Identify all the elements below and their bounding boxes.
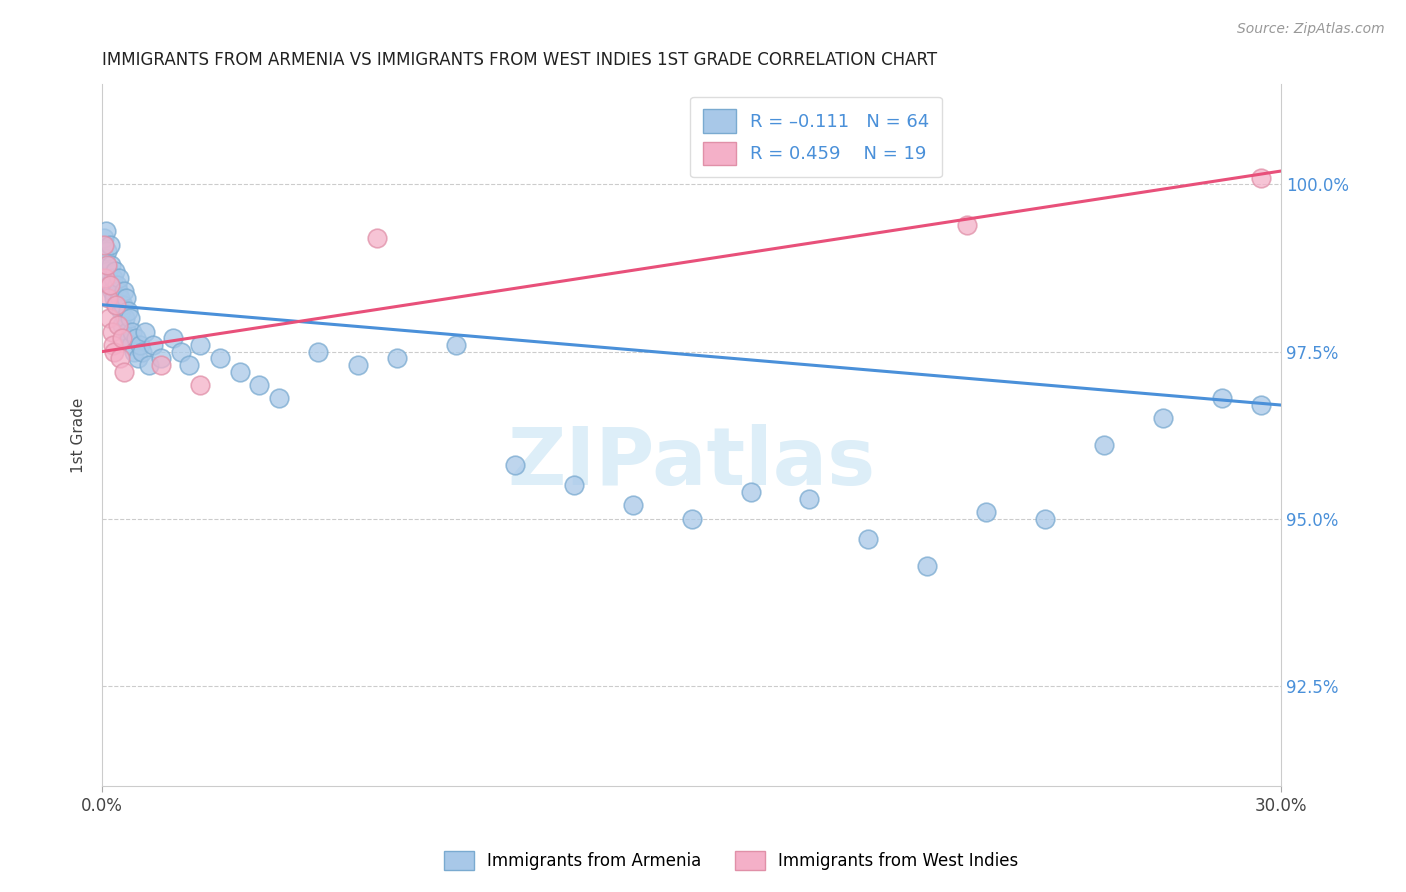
- Point: [799, 491, 821, 506]
- Point: [101, 285, 124, 299]
- Point: [740, 485, 762, 500]
- Point: [138, 358, 160, 372]
- Point: [170, 344, 193, 359]
- Point: [115, 325, 138, 339]
- Point: [127, 351, 149, 366]
- Point: [98, 311, 121, 326]
- Text: ZIPatlas: ZIPatlas: [508, 425, 876, 502]
- Point: [103, 271, 125, 285]
- Point: [111, 318, 134, 332]
- Point: [177, 358, 200, 372]
- Point: [93, 231, 115, 245]
- Point: [94, 224, 117, 238]
- Point: [120, 338, 142, 352]
- Point: [956, 218, 979, 232]
- Text: Source: ZipAtlas.com: Source: ZipAtlas.com: [1237, 22, 1385, 37]
- Point: [105, 277, 128, 292]
- Point: [117, 304, 139, 318]
- Y-axis label: 1st Grade: 1st Grade: [72, 398, 86, 473]
- Point: [121, 325, 143, 339]
- Point: [93, 237, 115, 252]
- Point: [385, 351, 408, 366]
- Point: [98, 277, 121, 292]
- Point: [190, 338, 212, 352]
- Point: [118, 311, 141, 326]
- Point: [621, 499, 644, 513]
- Point: [97, 264, 120, 278]
- Point: [190, 378, 212, 392]
- Point: [128, 338, 150, 352]
- Point: [112, 365, 135, 379]
- Point: [346, 358, 368, 372]
- Point: [267, 392, 290, 406]
- Point: [107, 285, 129, 299]
- Point: [103, 344, 125, 359]
- Point: [101, 325, 124, 339]
- Point: [1250, 398, 1272, 412]
- Point: [96, 258, 118, 272]
- Point: [150, 351, 173, 366]
- Point: [1152, 411, 1174, 425]
- Point: [1092, 438, 1115, 452]
- Point: [917, 558, 939, 573]
- Point: [1211, 392, 1233, 406]
- Point: [104, 264, 127, 278]
- Point: [124, 331, 146, 345]
- Point: [209, 351, 232, 366]
- Text: IMMIGRANTS FROM ARMENIA VS IMMIGRANTS FROM WEST INDIES 1ST GRADE CORRELATION CHA: IMMIGRANTS FROM ARMENIA VS IMMIGRANTS FR…: [103, 51, 938, 69]
- Point: [112, 285, 135, 299]
- Point: [104, 298, 127, 312]
- Point: [104, 298, 127, 312]
- Legend: R = –0.111   N = 64, R = 0.459    N = 19: R = –0.111 N = 64, R = 0.459 N = 19: [690, 96, 942, 178]
- Point: [98, 237, 121, 252]
- Point: [98, 277, 121, 292]
- Point: [562, 478, 585, 492]
- Point: [111, 331, 134, 345]
- Point: [229, 365, 252, 379]
- Point: [858, 532, 880, 546]
- Point: [108, 291, 131, 305]
- Point: [1033, 512, 1056, 526]
- Point: [503, 458, 526, 473]
- Point: [366, 231, 388, 245]
- Legend: Immigrants from Armenia, Immigrants from West Indies: Immigrants from Armenia, Immigrants from…: [437, 844, 1025, 877]
- Point: [110, 304, 132, 318]
- Point: [974, 505, 997, 519]
- Point: [103, 338, 125, 352]
- Point: [103, 291, 125, 305]
- Point: [1250, 170, 1272, 185]
- Point: [96, 244, 118, 259]
- Point: [111, 298, 134, 312]
- Point: [307, 344, 329, 359]
- Point: [107, 271, 129, 285]
- Point: [247, 378, 270, 392]
- Point: [114, 311, 136, 326]
- Point: [444, 338, 467, 352]
- Point: [122, 344, 145, 359]
- Point: [131, 344, 153, 359]
- Point: [108, 351, 131, 366]
- Point: [134, 325, 156, 339]
- Point: [114, 291, 136, 305]
- Point: [107, 318, 129, 332]
- Point: [162, 331, 184, 345]
- Point: [97, 291, 120, 305]
- Point: [150, 358, 173, 372]
- Point: [118, 331, 141, 345]
- Point: [94, 251, 117, 265]
- Point: [681, 512, 703, 526]
- Point: [100, 258, 122, 272]
- Point: [94, 271, 117, 285]
- Point: [142, 338, 165, 352]
